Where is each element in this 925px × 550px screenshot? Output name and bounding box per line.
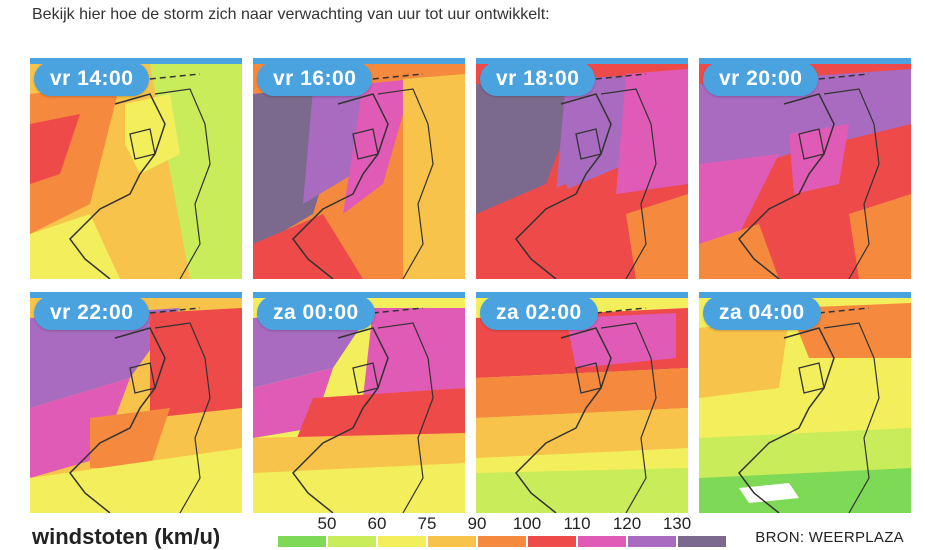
legend-tick-label: 100 (512, 514, 542, 533)
legend-tick-label: 60 (367, 514, 387, 533)
legend-tick-label: 50 (317, 514, 337, 533)
wind-gust-map (253, 298, 465, 513)
legend-swatch (678, 536, 726, 547)
wind-gust-legend: windstoten (km/u) 50 60 75 90 100 110 120 130 B… (32, 514, 912, 549)
legend-swatch (328, 536, 376, 547)
map-panel-4: vr 20:00 (699, 58, 911, 279)
time-label: vr 20:00 (703, 64, 819, 96)
wind-gust-map (253, 64, 465, 279)
time-label: vr 14:00 (34, 64, 150, 96)
map-panel-6: za 00:00 (253, 292, 465, 513)
time-label: vr 16:00 (257, 64, 373, 96)
time-label: vr 18:00 (480, 64, 596, 96)
legend-tick-label: 110 (563, 514, 591, 533)
map-panel-7: za 02:00 (476, 292, 688, 513)
legend-tick-label: 130 (662, 514, 692, 533)
storm-map-grid: vr 14:00 vr 16:00 (30, 58, 912, 513)
source-credit: BRON: WEERPLAZA (755, 529, 904, 546)
map-panel-8: za 04:00 (699, 292, 911, 513)
map-panel-5: vr 22:00 (30, 292, 242, 513)
legend-swatch (378, 536, 426, 547)
legend-swatch (628, 536, 676, 547)
wind-gust-map (699, 298, 911, 513)
legend-title: windstoten (km/u) (32, 524, 221, 549)
legend-swatch (278, 536, 326, 547)
legend-tick-label: 90 (467, 514, 487, 533)
legend-color-scale (278, 536, 728, 547)
time-label: vr 22:00 (34, 298, 150, 330)
wind-gust-map (30, 298, 242, 513)
legend-swatch (528, 536, 576, 547)
time-label: za 00:00 (257, 298, 375, 330)
wind-gust-map (699, 64, 911, 279)
legend-swatch (428, 536, 476, 547)
wind-gust-map (476, 298, 688, 513)
time-label: za 04:00 (703, 298, 821, 330)
map-panel-1: vr 14:00 (30, 58, 242, 279)
intro-text: Bekijk hier hoe de storm zich naar verwa… (32, 6, 550, 23)
legend-swatch (578, 536, 626, 547)
time-label: za 02:00 (480, 298, 598, 330)
map-panel-3: vr 18:00 (476, 58, 688, 279)
wind-gust-map (30, 64, 242, 279)
wind-gust-map (476, 64, 688, 279)
legend-swatch (478, 536, 526, 547)
legend-tick-label: 120 (612, 514, 642, 533)
map-panel-2: vr 16:00 (253, 58, 465, 279)
legend-tick-label: 75 (417, 514, 437, 533)
